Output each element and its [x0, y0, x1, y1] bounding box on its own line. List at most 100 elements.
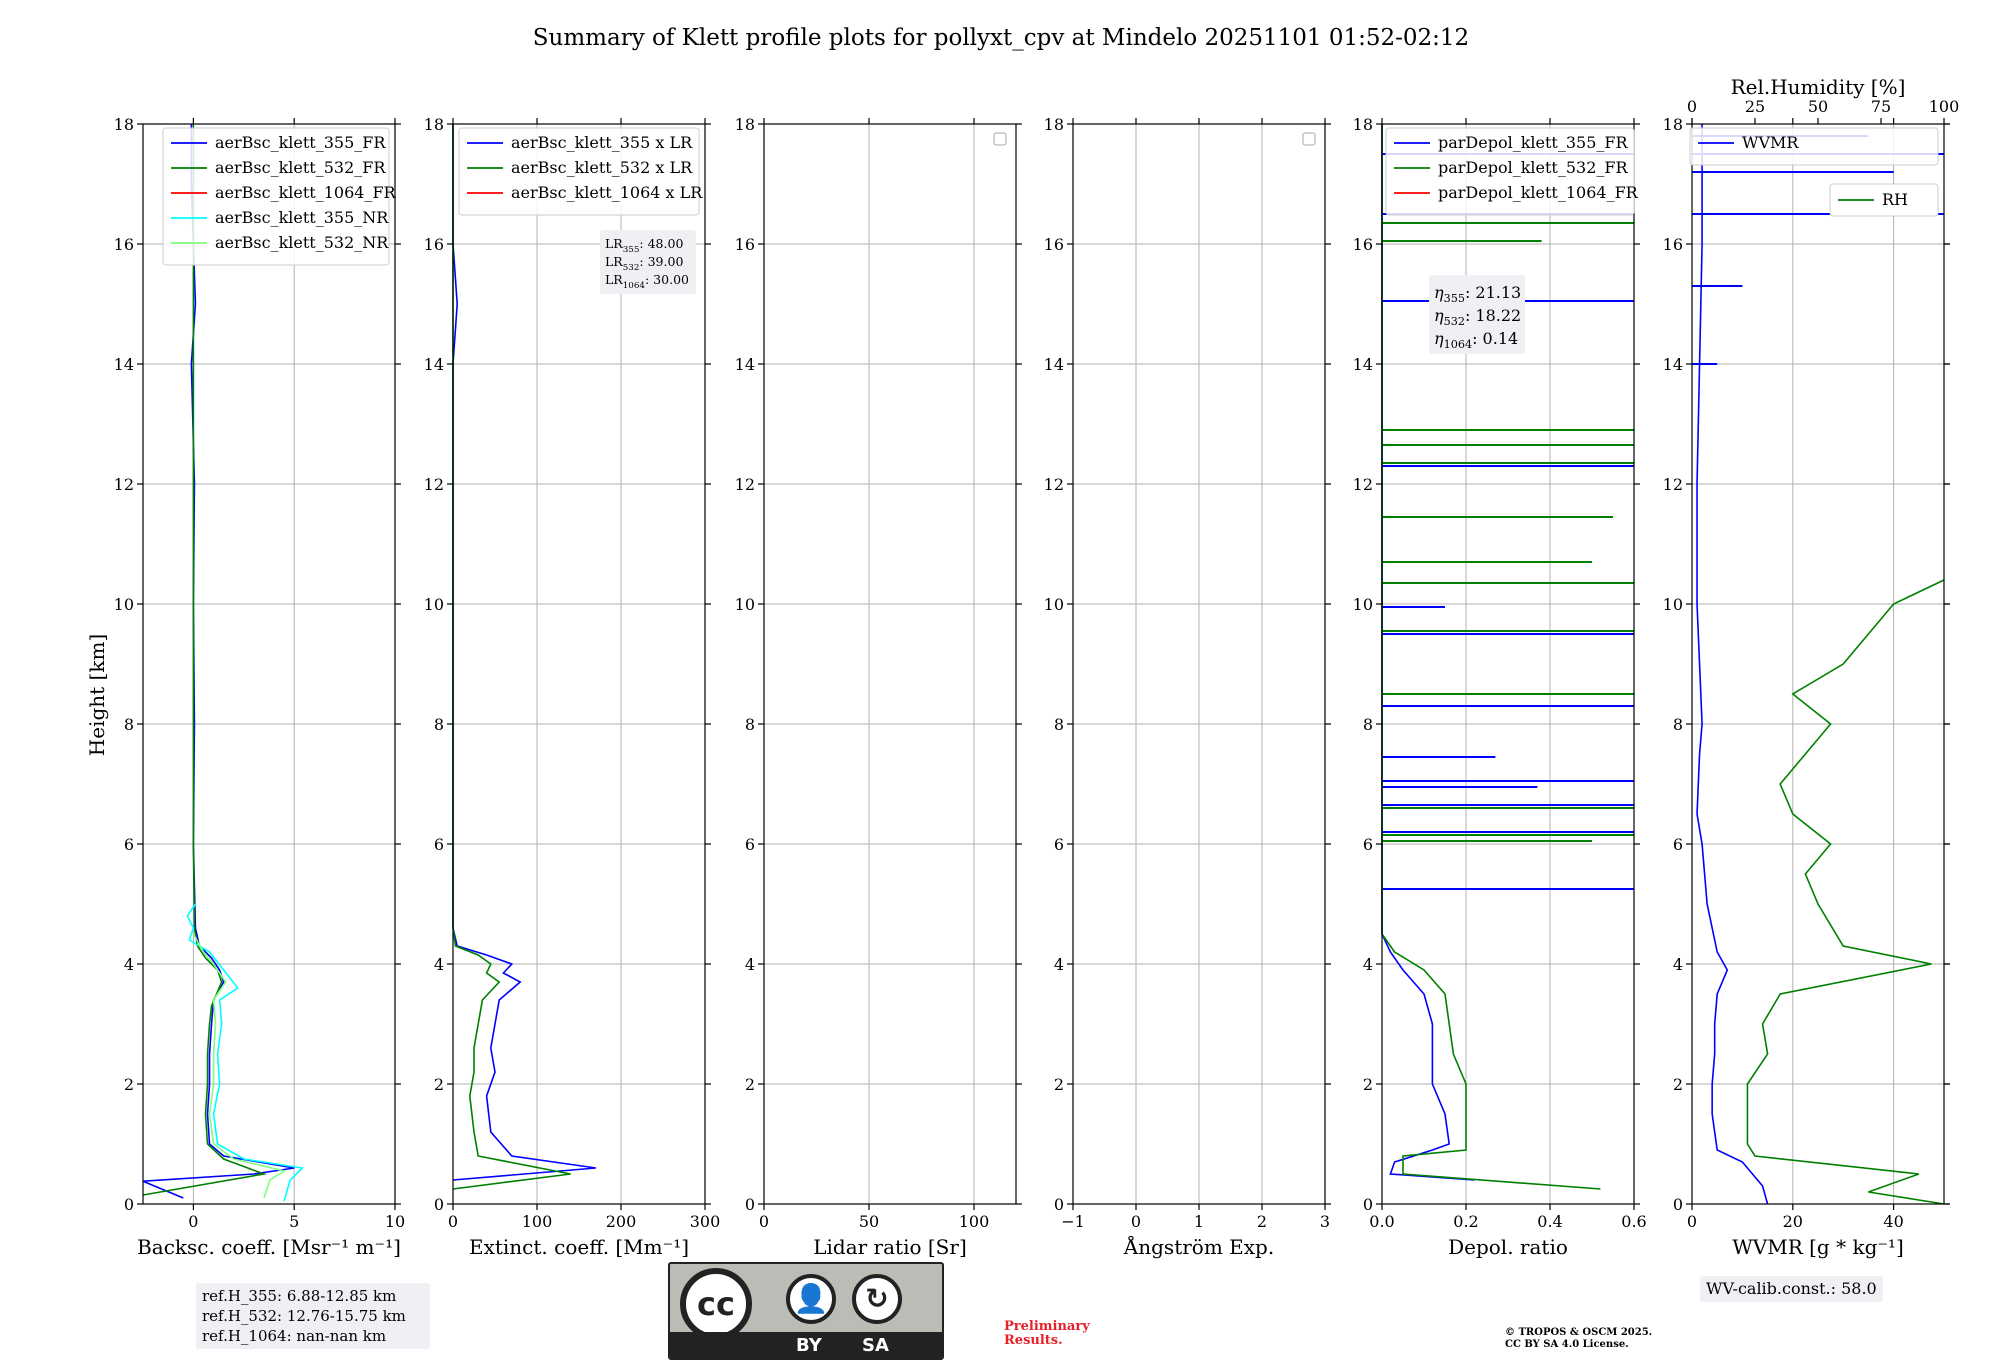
legend-label: aerBsc_klett_1064 x LR [511, 183, 703, 202]
y-tick-label: 0 [745, 1195, 755, 1214]
y-tick-label: 12 [114, 475, 134, 494]
y-tick-label: 10 [1044, 595, 1064, 614]
y-tick-label: 10 [735, 595, 755, 614]
y-tick-label: 10 [1663, 595, 1683, 614]
x-axis-label: Depol. ratio [1448, 1235, 1568, 1259]
y-tick-label: 2 [745, 1075, 755, 1094]
y-tick-label: 6 [1673, 835, 1683, 854]
cc-license-badge: cc 👤 ↻ BY SA [668, 1262, 944, 1360]
y-tick-label: 12 [1044, 475, 1064, 494]
series-line-aerBsc_klett_532 x LR [452, 124, 571, 1190]
wv-calib-box: WV-calib.const.: 58.0 [1700, 1276, 1883, 1302]
x-axis-label: Lidar ratio [Sr] [813, 1235, 967, 1259]
empty-legend-box [1302, 132, 1316, 146]
y-tick-label: 18 [1353, 115, 1373, 134]
y-tick-label: 14 [1353, 355, 1373, 374]
y-tick-label: 4 [745, 955, 755, 974]
annotation-line: LR532: 39.00 [605, 254, 683, 273]
figure-title: Summary of Klett profile plots for polly… [533, 25, 1469, 51]
x-tick-label: −1 [1061, 1212, 1085, 1231]
legend-label: WVMR [1742, 133, 1799, 152]
y-tick-label: 6 [1054, 835, 1064, 854]
y-tick-label: 8 [1673, 715, 1683, 734]
y-tick-label: 12 [735, 475, 755, 494]
x-axis-label: Backsc. coeff. [Msr⁻¹ m⁻¹] [137, 1235, 401, 1259]
preliminary-note: Preliminary Results. [1004, 1320, 1090, 1348]
x-tick-label: 0.0 [1369, 1212, 1394, 1231]
sa-share-alike-icon: ↻ [852, 1274, 902, 1324]
axes-frame [763, 123, 1017, 1205]
y-tick-label: 4 [434, 955, 444, 974]
x-tick-label: 1 [1194, 1212, 1204, 1231]
legend-rh: RH [1829, 183, 1939, 217]
y-tick-label: 6 [124, 835, 134, 854]
copyright-line-1: © TROPOS & OSCM 2025. [1505, 1327, 1653, 1338]
series-line-RH [1746, 579, 1945, 1205]
ref-heights-box: ref.H_355: 6.88-12.85 km ref.H_532: 12.7… [196, 1283, 430, 1349]
x-tick-label: 5 [289, 1212, 299, 1231]
legend: parDepol_klett_355_FR parDepol_klett_532_… [1385, 127, 1639, 216]
x-tick-label: 20 [1783, 1212, 1803, 1231]
x-tick-label: 50 [859, 1212, 879, 1231]
legend-label: aerBsc_klett_355_NR [215, 208, 389, 227]
x-axis-label: Ångström Exp. [1123, 1234, 1274, 1259]
y-tick-label: 0 [1054, 1195, 1064, 1214]
series-line-aerBsc_klett_355 x LR [452, 124, 596, 1181]
y-tick-label: 8 [434, 715, 444, 734]
legend: WVMR [1689, 127, 1939, 166]
y-tick-label: 14 [114, 355, 134, 374]
top-tick-label: 0 [1687, 97, 1697, 116]
y-tick-label: 10 [1353, 595, 1373, 614]
y-tick-label: 0 [124, 1195, 134, 1214]
series-line-parDepol_klett_532_FR [1381, 124, 1601, 1190]
ref-height-355: ref.H_355: 6.88-12.85 km [202, 1287, 397, 1305]
y-tick-label: 0 [1363, 1195, 1373, 1214]
cc-logo-icon: cc [680, 1268, 752, 1340]
panel-lidar-ratio: 0 2 4 6 8 10 12 14 16 18 0 50 100 Lidar ratio [Sr] [735, 115, 1022, 1259]
y-tick-label: 16 [114, 235, 134, 254]
series-line-WVMR [1696, 124, 1769, 1205]
y-tick-label: 16 [735, 235, 755, 254]
annotation-line: η532: 18.22 [1434, 306, 1521, 328]
legend-label: aerBsc_klett_532_FR [215, 158, 386, 177]
axes-frame [142, 123, 396, 1205]
x-tick-label: 100 [959, 1212, 990, 1231]
annotation-frame [600, 230, 696, 294]
y-tick-label: 6 [1363, 835, 1373, 854]
x-axis-label: Extinct. coeff. [Mm⁻¹] [469, 1235, 689, 1259]
copyright-note: © TROPOS & OSCM 2025. CC BY SA 4.0 Licen… [1505, 1327, 1652, 1351]
legend-frame [458, 127, 700, 216]
x-tick-label: 0.4 [1537, 1212, 1562, 1231]
series-line-aerBsc_klett_532_FR [142, 124, 268, 1196]
y-tick-label: 6 [434, 835, 444, 854]
preliminary-line-2: Results. [1004, 1333, 1063, 1348]
legend-label: aerBsc_klett_532_NR [215, 233, 389, 252]
by-person-icon: 👤 [786, 1274, 836, 1324]
y-tick-label: 12 [424, 475, 444, 494]
x-tick-label: 10 [385, 1212, 405, 1231]
top-tick-label: 75 [1871, 97, 1891, 116]
x-tick-label: 40 [1883, 1212, 1903, 1231]
y-tick-label: 2 [124, 1075, 134, 1094]
x-tick-label: 300 [690, 1212, 721, 1231]
x-axis-label: WVMR [g * kg⁻¹] [1732, 1235, 1904, 1259]
y-tick-label: 16 [1353, 235, 1373, 254]
top-axis-label: Rel.Humidity [%] [1731, 75, 1906, 99]
y-tick-label: 14 [735, 355, 755, 374]
y-tick-label: 8 [1363, 715, 1373, 734]
legend-frame [1829, 183, 1939, 217]
legend: aerBsc_klett_355 x LR aerBsc_klett_532 x … [458, 127, 703, 216]
legend: aerBsc_klett_355_FR aerBsc_klett_532_FRae… [162, 127, 397, 266]
legend-label: parDepol_klett_532_FR [1438, 158, 1629, 177]
y-tick-label: 14 [424, 355, 444, 374]
y-tick-label: 10 [114, 595, 134, 614]
y-tick-label: 16 [1044, 235, 1064, 254]
y-tick-label: 4 [1673, 955, 1683, 974]
ref-height-532: ref.H_532: 12.76-15.75 km [202, 1307, 406, 1325]
ref-height-1064: ref.H_1064: nan-nan km [202, 1327, 387, 1345]
y-tick-label: 4 [124, 955, 134, 974]
